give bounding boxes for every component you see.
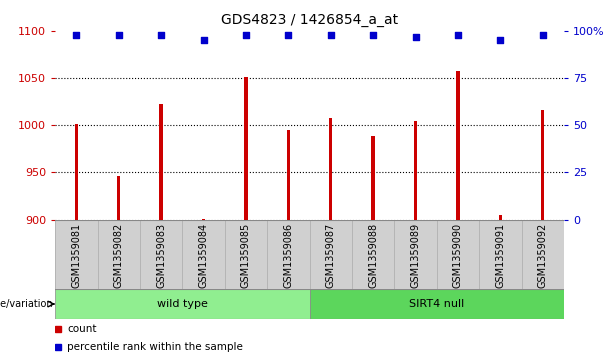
Text: GSM1359089: GSM1359089 (411, 223, 421, 288)
Text: GSM1359083: GSM1359083 (156, 223, 166, 288)
Text: genotype/variation: genotype/variation (0, 299, 53, 309)
Point (411, 34, 421, 40)
Point (241, 32, 251, 37)
Point (72, 32, 82, 37)
Text: percentile rank within the sample: percentile rank within the sample (67, 342, 243, 352)
Bar (456, 72, 460, 220)
Text: GSM1359085: GSM1359085 (241, 223, 251, 288)
Bar (541, 110, 544, 220)
Text: SIRT4 null: SIRT4 null (409, 299, 465, 309)
Point (283, 32, 293, 37)
Bar (371, 136, 375, 220)
Text: GSM1359091: GSM1359091 (495, 223, 505, 288)
Point (156, 32, 166, 37)
Point (453, 32, 463, 37)
Point (326, 32, 336, 37)
Text: GSM1359084: GSM1359084 (199, 223, 208, 288)
Text: wild type: wild type (157, 299, 208, 309)
Point (538, 32, 547, 37)
Text: GSM1359090: GSM1359090 (453, 223, 463, 288)
Text: GSM1359082: GSM1359082 (114, 223, 124, 288)
Text: GSM1359086: GSM1359086 (283, 223, 294, 288)
Bar (414, 121, 417, 220)
Bar (329, 118, 332, 220)
Bar (75, 124, 78, 220)
Text: count: count (67, 323, 97, 334)
Point (495, 37, 505, 43)
Point (199, 37, 208, 43)
Bar (117, 176, 121, 220)
Text: GSM1359088: GSM1359088 (368, 223, 378, 288)
Bar (498, 215, 502, 220)
Title: GDS4823 / 1426854_a_at: GDS4823 / 1426854_a_at (221, 13, 398, 27)
Text: GSM1359092: GSM1359092 (538, 223, 548, 288)
Point (114, 32, 124, 37)
Bar (202, 219, 205, 220)
Point (368, 32, 378, 37)
Bar (159, 103, 163, 220)
Bar (310, 289, 564, 319)
Bar (287, 130, 290, 220)
Bar (244, 77, 248, 220)
Bar (55, 289, 310, 319)
Text: GSM1359087: GSM1359087 (326, 223, 336, 288)
Text: GSM1359081: GSM1359081 (71, 223, 82, 288)
